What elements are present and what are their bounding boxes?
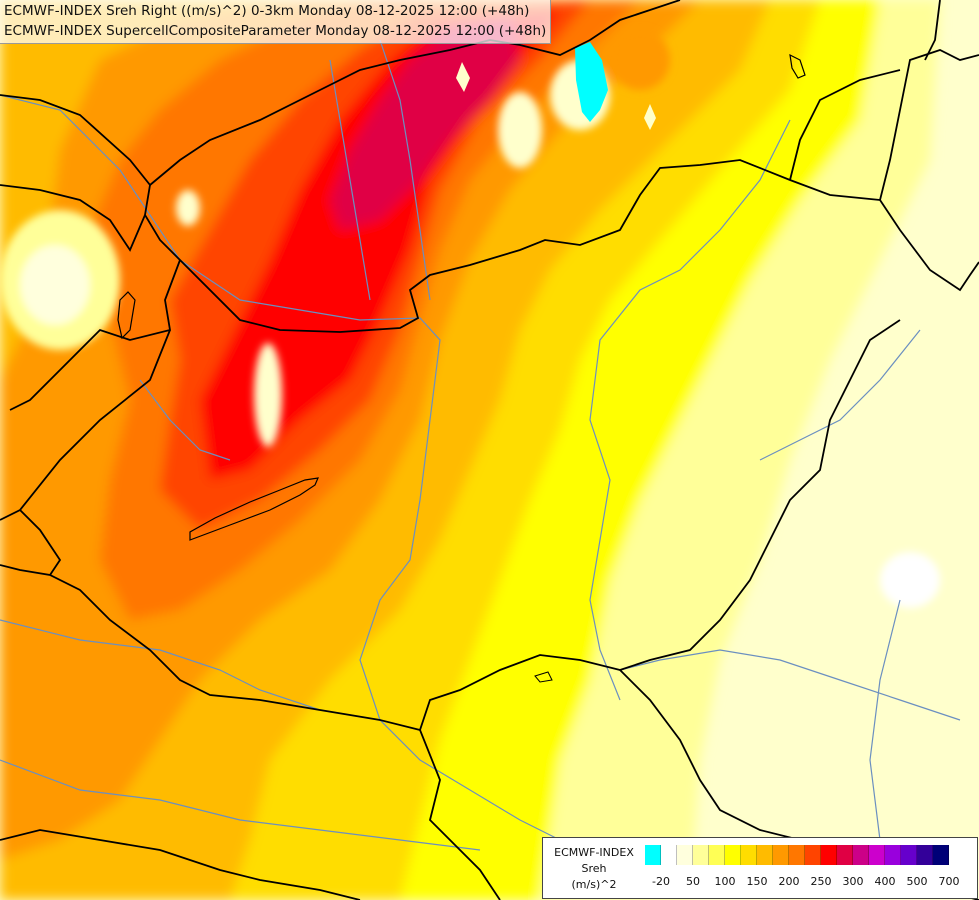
- border-croatia-bosnia: [0, 829, 361, 900]
- field-spot-white-north: [176, 190, 200, 226]
- legend-ticks: -20 50 100 150 200 250 300 400 500 700: [645, 875, 975, 891]
- legend-swatch: [693, 845, 709, 865]
- lake-small-s: [534, 671, 553, 683]
- map-title-line2: ECMWF-INDEX SupercellCompositeParameter …: [4, 23, 547, 39]
- lake-small-nw: [117, 291, 136, 340]
- legend-title-line3: (m/s)^2: [571, 878, 617, 891]
- river-hron: [379, 39, 431, 301]
- lake-small-ne: [789, 53, 806, 79]
- legend-swatch: [805, 845, 821, 865]
- field-spot-white-center: [254, 343, 282, 447]
- legend-swatch: [677, 845, 693, 865]
- river-sava: [0, 759, 481, 851]
- legend-swatch: [901, 845, 917, 865]
- legend-swatch: [837, 845, 853, 865]
- field-spot-white-east: [880, 552, 940, 608]
- river-tisza: [589, 119, 791, 701]
- legend-title-line2: Sreh: [581, 862, 607, 875]
- legend-tick-label: 100: [714, 875, 736, 888]
- legend-tick-label: 700: [938, 875, 960, 888]
- river-raba: [139, 379, 231, 461]
- legend-swatch: [709, 845, 725, 865]
- river-somes: [759, 329, 921, 461]
- border-slovenia: [19, 509, 62, 576]
- border-hungary-slovakia: [0, 94, 881, 333]
- river-olt: [869, 599, 901, 841]
- legend-swatch: [645, 845, 661, 865]
- legend-tick-label: 250: [810, 875, 832, 888]
- legend-title: ECMWF-INDEX Sreh (m/s)^2: [547, 845, 641, 893]
- legend-swatch: [885, 845, 901, 865]
- river-mures: [619, 649, 961, 721]
- border-hungary-croatia: [0, 564, 421, 731]
- legend-swatch: [661, 845, 677, 865]
- legend-tick-label: 300: [842, 875, 864, 888]
- field-spot-white-small: [456, 62, 470, 92]
- border-hungary-austria: [0, 259, 181, 521]
- legend-tick-label: 400: [874, 875, 896, 888]
- legend-swatch: [869, 845, 885, 865]
- field-spot-white-small2: [644, 104, 656, 130]
- field-band-ff0000: [200, 10, 560, 480]
- legend-tick-label: 200: [778, 875, 800, 888]
- lake-balaton: [189, 477, 319, 541]
- legend-swatch: [757, 845, 773, 865]
- border-czech: [0, 184, 146, 252]
- legend-swatch: [933, 845, 949, 865]
- color-legend: ECMWF-INDEX Sreh (m/s)^2 -20 50 100 150 200 2…: [542, 837, 978, 899]
- field-spot-orange-ne: [610, 30, 670, 90]
- border-moldova: [924, 0, 941, 61]
- map-title-line1: ECMWF-INDEX Sreh Right ((m/s)^2) 0-3km M…: [4, 3, 530, 19]
- river-vah: [329, 59, 371, 301]
- legend-swatch: [789, 845, 805, 865]
- legend-swatches: [645, 845, 949, 865]
- legend-swatch: [773, 845, 789, 865]
- border-hungary-romania: [619, 199, 979, 671]
- field-spot-white-west-core: [20, 245, 90, 325]
- field-spot-cyan: [575, 42, 608, 122]
- legend-tick-label: 150: [746, 875, 768, 888]
- legend-tick-label: 500: [906, 875, 928, 888]
- border-hungary-serbia: [419, 654, 621, 900]
- legend-swatch: [917, 845, 933, 865]
- field-spot-white-ne: [498, 92, 542, 168]
- legend-swatch: [853, 845, 869, 865]
- border-slovakia-poland: [149, 0, 681, 186]
- border-ukraine: [789, 49, 979, 201]
- legend-swatch: [741, 845, 757, 865]
- field-band-e00044: [330, 20, 520, 230]
- map-title-box: ECMWF-INDEX Sreh Right ((m/s)^2) 0-3km M…: [0, 0, 552, 44]
- legend-swatch: [725, 845, 741, 865]
- legend-tick-label: 50: [686, 875, 700, 888]
- legend-tick-label: -20: [652, 875, 670, 888]
- legend-title-line1: ECMWF-INDEX: [554, 846, 634, 859]
- legend-swatch: [821, 845, 837, 865]
